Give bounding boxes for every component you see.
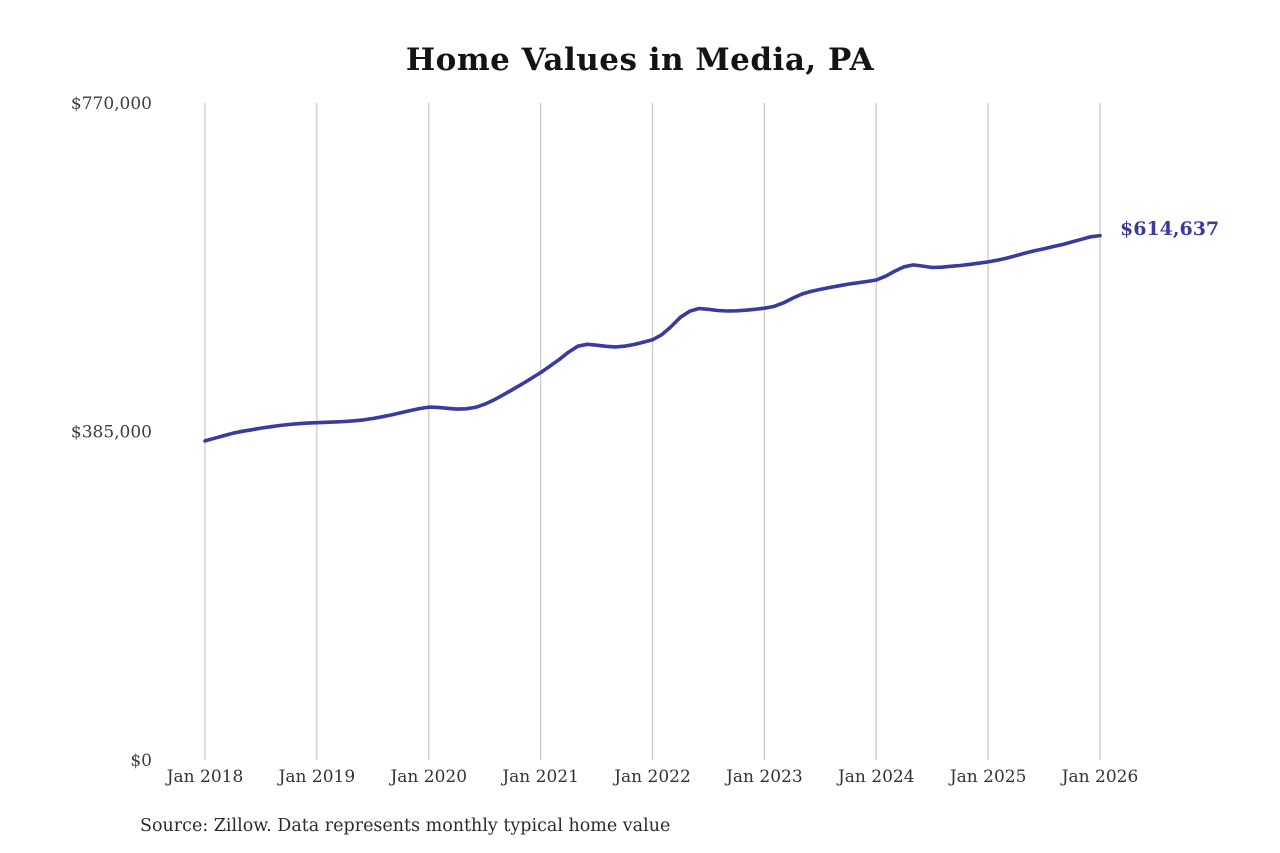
x-tick-label: Jan 2023 bbox=[724, 767, 803, 787]
source-note: Source: Zillow. Data represents monthly … bbox=[140, 816, 671, 836]
x-tick-label: Jan 2022 bbox=[612, 767, 691, 787]
x-tick-label: Jan 2020 bbox=[388, 767, 467, 787]
final-value-label: $614,637 bbox=[1120, 217, 1220, 240]
y-tick-label: $770,000 bbox=[71, 94, 152, 114]
x-tick-label: Jan 2025 bbox=[948, 767, 1027, 787]
home-value-series-line bbox=[203, 233, 1102, 443]
x-tick-label: Jan 2024 bbox=[836, 767, 915, 787]
y-tick-label: $0 bbox=[130, 751, 152, 771]
x-tick-label: Jan 2019 bbox=[277, 767, 356, 787]
y-tick-label: $385,000 bbox=[71, 423, 152, 443]
x-tick-label: Jan 2018 bbox=[165, 767, 244, 787]
x-tick-label: Jan 2026 bbox=[1060, 767, 1139, 787]
chart-title: Home Values in Media, PA bbox=[405, 42, 875, 78]
x-tick-label: Jan 2021 bbox=[500, 767, 579, 787]
